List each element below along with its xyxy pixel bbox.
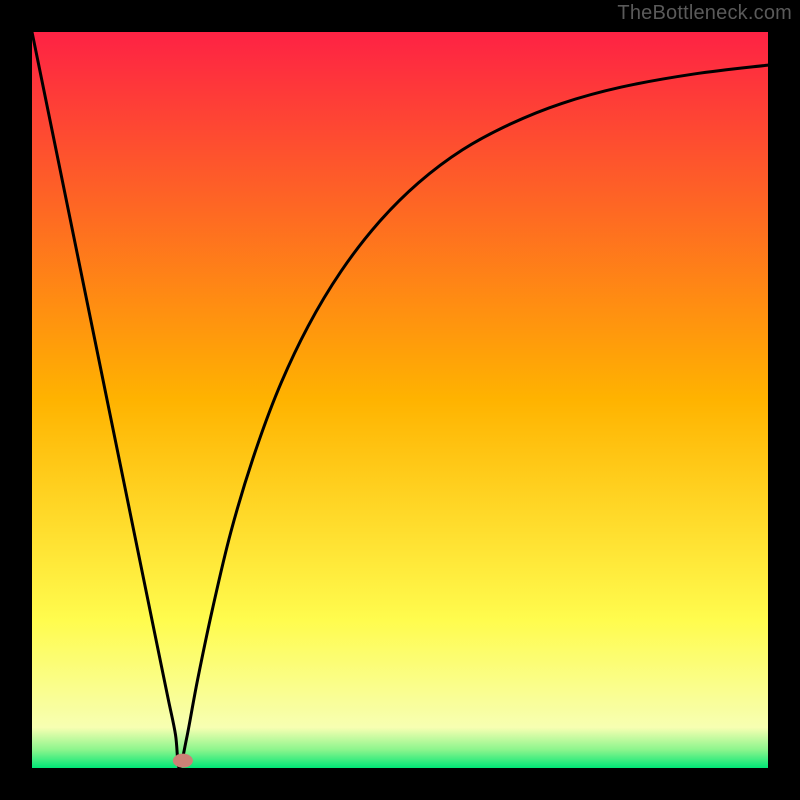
optimal-point-marker [173,754,193,768]
plot-gradient-background [32,32,768,768]
figure-container: TheBottleneck.com [0,0,800,800]
chart-svg [0,0,800,800]
attribution-text: TheBottleneck.com [617,2,792,25]
